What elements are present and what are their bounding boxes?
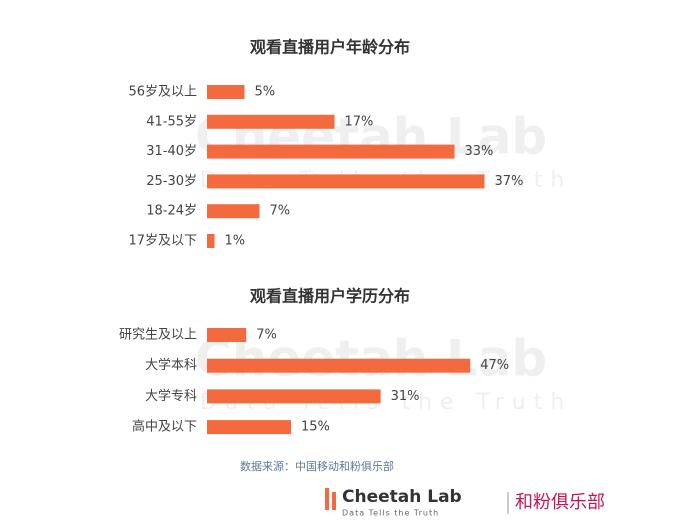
value-label: 37% bbox=[495, 174, 524, 189]
bar bbox=[207, 234, 215, 248]
value-label: 7% bbox=[270, 204, 291, 219]
value-label: 5% bbox=[255, 85, 276, 100]
category-label: 56岁及以上 bbox=[128, 85, 197, 100]
bar bbox=[207, 204, 260, 219]
logo-icon bbox=[332, 492, 336, 510]
bar bbox=[207, 389, 381, 404]
category-label: 大学专科 bbox=[145, 388, 197, 404]
category-label: 研究生及以上 bbox=[119, 328, 197, 343]
bar bbox=[207, 420, 291, 435]
value-label: 33% bbox=[465, 144, 494, 159]
category-label: 大学本科 bbox=[145, 357, 197, 373]
bar bbox=[207, 358, 471, 373]
bar bbox=[207, 144, 455, 159]
value-label: 7% bbox=[256, 328, 277, 343]
logo-icon bbox=[325, 488, 329, 510]
bar bbox=[207, 174, 485, 189]
chart-title: 观看直播用户年龄分布 bbox=[250, 38, 410, 57]
value-label: 47% bbox=[480, 358, 509, 373]
partner-logo: 和粉俱乐部 bbox=[515, 492, 605, 513]
chart-title: 观看直播用户学历分布 bbox=[250, 287, 410, 306]
value-label: 17% bbox=[345, 114, 374, 129]
value-label: 31% bbox=[391, 389, 420, 404]
category-label: 17岁及以下 bbox=[128, 234, 197, 249]
watermark: Cheetah Lab bbox=[195, 330, 547, 388]
category-label: 31-40岁 bbox=[146, 144, 197, 159]
source: 数据来源：中国移动和粉俱乐部 bbox=[240, 459, 394, 473]
bar bbox=[207, 85, 245, 99]
value-label: 15% bbox=[301, 420, 330, 435]
category-label: 18-24岁 bbox=[146, 204, 197, 219]
category-label: 25-30岁 bbox=[146, 174, 197, 189]
category-label: 41-55岁 bbox=[146, 114, 197, 129]
bar bbox=[207, 114, 335, 129]
category-label: 高中及以下 bbox=[132, 419, 197, 435]
logo-slogan: Data Tells the Truth bbox=[342, 509, 439, 518]
value-label: 1% bbox=[225, 234, 246, 249]
bar bbox=[207, 328, 247, 342]
logo-name: Cheetah Lab bbox=[342, 487, 462, 507]
